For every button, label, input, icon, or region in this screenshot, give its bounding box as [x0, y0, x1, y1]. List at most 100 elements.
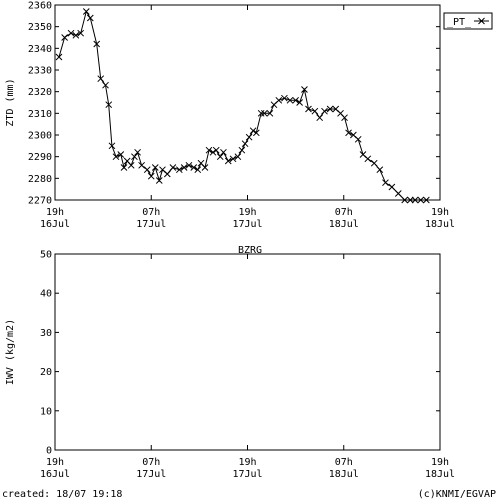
- x-tick-time-label: 19h: [431, 457, 449, 468]
- data-point: [224, 157, 232, 165]
- data-point: [180, 164, 188, 171]
- data-point: [190, 164, 198, 171]
- data-point: [120, 164, 128, 171]
- data-point: [252, 129, 260, 137]
- data-point: [131, 153, 138, 161]
- x-tick-date-label: 18Jul: [329, 219, 359, 230]
- data-point: [241, 140, 249, 148]
- data-point: [423, 196, 430, 204]
- data-point: [163, 170, 171, 178]
- data-point: [406, 196, 414, 204]
- x-tick-date-label: 18Jul: [425, 469, 455, 480]
- legend-box: [443, 12, 493, 30]
- data-point: [266, 109, 274, 117]
- data-point: [281, 94, 288, 102]
- x-tick-time-label: 19h: [431, 207, 449, 218]
- data-point: [151, 164, 159, 171]
- data-point: [286, 96, 294, 104]
- data-point: [201, 164, 209, 171]
- data-point: [370, 159, 378, 167]
- data-point: [147, 172, 155, 180]
- y-tick-label: 2300: [28, 131, 52, 142]
- x-tick-time-label: 07h: [142, 457, 160, 468]
- y-tick-label: 2270: [28, 196, 52, 207]
- data-point: [401, 196, 409, 204]
- data-point: [305, 105, 312, 113]
- data-point: [105, 101, 113, 109]
- data-point: [234, 153, 242, 161]
- data-point: [117, 151, 125, 158]
- data-point: [364, 155, 372, 163]
- created-footer: created: 18/07 19:18: [2, 489, 122, 500]
- data-point: [138, 161, 145, 169]
- plot-frame: [54, 253, 441, 451]
- data-point: [229, 155, 237, 163]
- data-point: [108, 142, 116, 150]
- data-point: [127, 161, 135, 169]
- x-tick-date-label: 17Jul: [136, 219, 166, 230]
- x-tick-date-label: 17Jul: [232, 219, 262, 230]
- x-tick-time-label: 19h: [46, 207, 64, 218]
- plot-frame: [54, 4, 441, 201]
- data-point: [296, 99, 303, 106]
- x-tick-date-label: 18Jul: [425, 219, 455, 230]
- series-line: [58, 10, 427, 201]
- data-point: [55, 53, 63, 61]
- data-point: [411, 196, 419, 204]
- ztd-panel: 2270 2280 2290 2300 2310 2320 2330 2340 2350 2360…: [5, 1, 493, 230]
- data-point: [394, 190, 402, 197]
- x-tick-date-label: 16Jul: [40, 469, 70, 480]
- data-point: [61, 34, 68, 41]
- y-axis-label: IWV (kg/m2): [5, 319, 16, 385]
- station-title: BZRG: [238, 245, 262, 256]
- y-tick-label: 2330: [28, 66, 52, 77]
- data-point: [301, 86, 308, 93]
- data-point: [143, 166, 151, 174]
- data-point: [175, 166, 183, 174]
- data-point: [316, 114, 324, 122]
- x-tick-time-label: 19h: [46, 457, 64, 468]
- data-point: [86, 14, 94, 22]
- y-tick-label: 2310: [28, 109, 52, 120]
- data-point: [354, 135, 362, 143]
- data-point: [67, 29, 75, 37]
- y-tick-label: 10: [40, 406, 52, 417]
- data-point: [382, 179, 389, 187]
- data-point: [212, 146, 220, 154]
- x-tick-time-label: 07h: [335, 457, 353, 468]
- credit-footer: (c)KNMI/EGVAP: [418, 489, 496, 500]
- y-tick-label: 50: [40, 250, 52, 261]
- data-point: [292, 96, 299, 104]
- data-point: [112, 153, 120, 161]
- data-point: [209, 148, 217, 156]
- y-axis-label: ZTD (mm): [5, 78, 16, 126]
- data-point: [326, 105, 334, 113]
- data-point: [97, 75, 105, 83]
- data-point: [321, 107, 328, 115]
- data-point: [72, 31, 80, 39]
- y-tick-label: 40: [40, 289, 52, 300]
- data-point: [275, 96, 283, 104]
- x-tick-date-label: 18Jul: [329, 469, 359, 480]
- data-point: [194, 166, 202, 174]
- data-point: [77, 29, 85, 37]
- data-point: [93, 40, 101, 48]
- x-tick-time-label: 19h: [238, 207, 256, 218]
- data-point: [134, 148, 141, 156]
- y-tick-label: 30: [40, 328, 52, 339]
- data-point: [238, 146, 246, 154]
- data-point: [376, 166, 384, 174]
- data-point: [220, 148, 227, 156]
- iwv-panel: 0102030405019h16Jul07h17Jul19h17Jul07h18…: [5, 250, 455, 481]
- data-point: [169, 164, 177, 171]
- x-tick-time-label: 19h: [238, 457, 256, 468]
- data-point: [417, 196, 425, 204]
- data-point: [388, 183, 396, 191]
- data-point: [311, 107, 319, 115]
- y-tick-label: 2340: [28, 44, 52, 55]
- data-point: [82, 8, 90, 15]
- y-tick-label: 2280: [28, 174, 52, 185]
- y-tick-label: 2290: [28, 152, 52, 163]
- x-tick-date-label: 17Jul: [136, 469, 166, 480]
